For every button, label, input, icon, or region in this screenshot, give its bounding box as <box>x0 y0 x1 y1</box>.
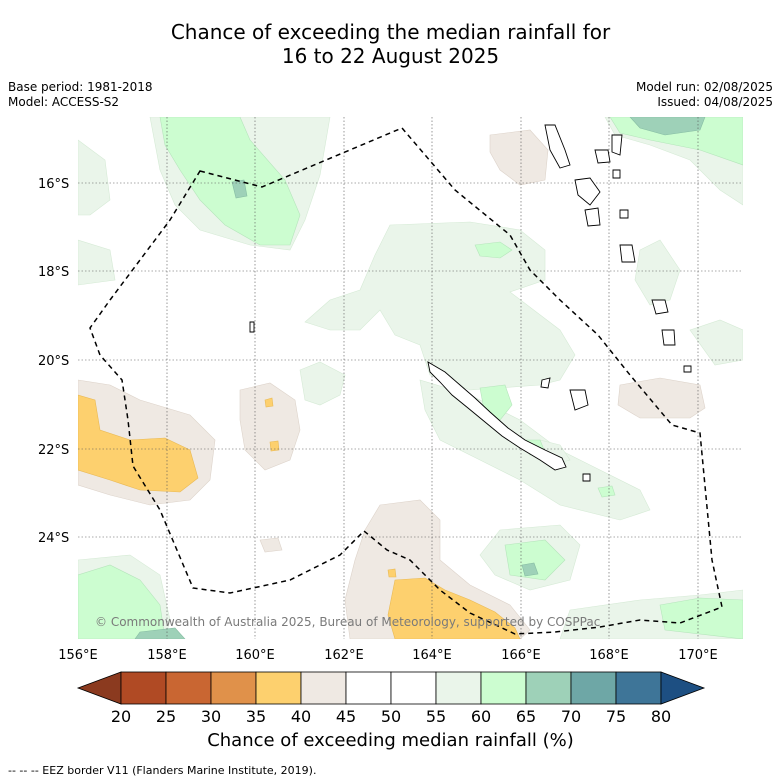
lat-label: 18°S <box>38 265 69 280</box>
colorbar-segment <box>615 671 662 705</box>
lon-label: 156°E <box>58 648 98 663</box>
colorbar-segment <box>390 671 437 705</box>
lat-label: 20°S <box>38 354 69 369</box>
colorbar-tick-label: 75 <box>606 707 626 726</box>
colorbar-segment <box>480 671 527 705</box>
lon-label: 168°E <box>589 648 629 663</box>
lat-label: 22°S <box>38 443 69 458</box>
colorbar-segment <box>525 671 572 705</box>
colorbar-tick-label: 50 <box>381 707 401 726</box>
lon-label: 162°E <box>324 648 364 663</box>
colorbar-extend-high <box>660 671 706 705</box>
new-caledonia-coast <box>427 361 567 471</box>
colorbar-tick-label: 60 <box>471 707 491 726</box>
lon-label: 158°E <box>147 648 187 663</box>
colorbar-tick-label: 45 <box>336 707 356 726</box>
colorbar-ticks: 20 25 30 35 40 45 50 55 60 65 70 75 80 <box>111 707 671 726</box>
lon-label: 160°E <box>235 648 275 663</box>
region-65-70 <box>134 117 706 639</box>
colorbar-tick-label: 80 <box>651 707 671 726</box>
lat-labels: 16°S 18°S 20°S 22°S 24°S <box>38 177 69 546</box>
title-line-2: 16 to 22 August 2025 <box>281 44 500 68</box>
meta-right: Model run: 02/08/2025 Issued: 04/08/2025 <box>636 80 773 110</box>
meta-left: Base period: 1981-2018 Model: ACCESS-S2 <box>8 80 153 110</box>
eez-footnote: -- -- -- EEZ border V11 (Flanders Marine… <box>8 764 317 777</box>
colorbar-tick-label: 40 <box>291 707 311 726</box>
colorbar-segment <box>210 671 257 705</box>
colorbar-segment <box>570 671 617 705</box>
coastlines <box>249 124 692 482</box>
map-area: © Commonwealth of Australia 2025, Bureau… <box>78 117 743 639</box>
lon-label: 164°E <box>412 648 452 663</box>
colorbar-tick-label: 30 <box>201 707 221 726</box>
lon-label: 170°E <box>678 648 718 663</box>
title-line-1: Chance of exceeding the median rainfall … <box>170 20 611 44</box>
colorbar-tick-label: 20 <box>111 707 131 726</box>
lon-labels: 156°E 158°E 160°E 162°E 164°E 166°E 168°… <box>58 648 718 663</box>
colorbar-tick-label: 65 <box>516 707 536 726</box>
lon-label: 166°E <box>501 648 541 663</box>
colorbar-segment <box>165 671 212 705</box>
colorbar-segment <box>345 671 392 705</box>
region-35-40 <box>78 394 521 639</box>
base-period: Base period: 1981-2018 <box>8 80 153 94</box>
colorbar-extend-low <box>76 671 122 705</box>
eez-border <box>89 127 723 635</box>
colorbar-segment <box>120 671 167 705</box>
colorbar-tick-label: 70 <box>561 707 581 726</box>
model-run: Model run: 02/08/2025 <box>635 80 773 94</box>
colorbar-segment <box>300 671 347 705</box>
region-55-60 <box>78 117 743 639</box>
issued-date: Issued: 04/08/2025 <box>657 95 773 109</box>
map-title: Chance of exceeding the median rainfall … <box>0 20 781 68</box>
colorbar-title: Chance of exceeding median rainfall (%) <box>207 730 574 751</box>
colorbar-segment <box>255 671 302 705</box>
copyright-text: © Commonwealth of Australia 2025, Bureau… <box>95 615 600 629</box>
colorbar-tick-label: 35 <box>246 707 266 726</box>
colorbar-segment <box>435 671 482 705</box>
colorbar-tick-label: 25 <box>156 707 176 726</box>
model-name: Model: ACCESS-S2 <box>8 95 120 109</box>
lat-label: 24°S <box>38 531 69 546</box>
graticule <box>78 117 743 639</box>
colorbar <box>76 671 706 705</box>
colorbar-tick-label: 55 <box>426 707 446 726</box>
lat-label: 16°S <box>38 177 69 192</box>
